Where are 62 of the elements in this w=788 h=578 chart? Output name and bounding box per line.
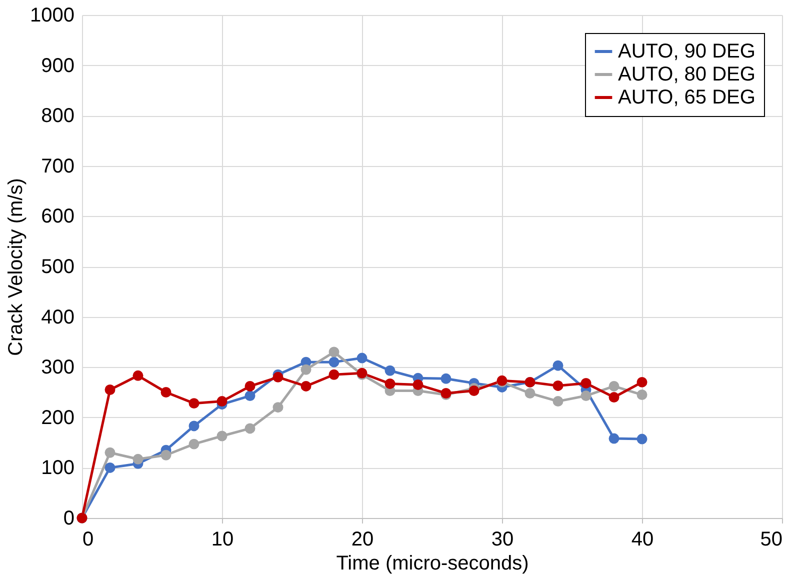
y-tick-label: 900 (41, 54, 74, 77)
legend-label: AUTO, 90 DEG (618, 40, 756, 62)
y-axis-title: Crack Velocity (m/s) (5, 178, 28, 356)
point (328, 369, 340, 380)
point (104, 447, 116, 458)
point (300, 380, 312, 392)
y-tick-label: 200 (41, 406, 74, 429)
point (244, 390, 256, 402)
point (384, 365, 396, 376)
y-tick-label: 400 (41, 306, 74, 328)
point (412, 379, 424, 390)
point (608, 433, 620, 444)
y-tick-label: 100 (41, 457, 74, 480)
x-tick-label: 30 (491, 528, 514, 550)
point (468, 386, 480, 396)
x-tick-label: 40 (631, 528, 654, 550)
point (552, 380, 564, 391)
legend-label: AUTO, 65 DEG (618, 86, 756, 108)
point (160, 387, 172, 398)
y-tick-label: 700 (41, 155, 74, 178)
point (580, 390, 592, 402)
point (188, 420, 200, 432)
y-tick-label: 500 (41, 256, 74, 278)
x-tick-label: 10 (211, 528, 234, 550)
point (636, 376, 648, 388)
point (608, 392, 620, 403)
y-tick-label: 0 (63, 508, 74, 530)
point (160, 450, 172, 460)
point (216, 430, 228, 442)
point (104, 462, 116, 473)
point (608, 380, 620, 392)
y-tick-label: 800 (41, 105, 74, 128)
y-tick-label: 600 (41, 206, 74, 228)
point (244, 380, 256, 392)
y-tick-label: 1000 (30, 4, 74, 26)
x-tick-label: 0 (82, 528, 94, 550)
point (272, 372, 284, 382)
point (300, 364, 312, 375)
point (104, 384, 116, 395)
y-tick-label: 300 (41, 356, 74, 379)
point (188, 438, 200, 450)
x-axis-title: Time (micro-seconds) (336, 552, 529, 574)
point (328, 356, 340, 368)
legend-label: AUTO, 80 DEG (618, 64, 756, 86)
point (244, 423, 256, 434)
point (636, 434, 648, 444)
point (216, 396, 228, 407)
point (580, 378, 592, 388)
point (272, 402, 284, 413)
point (384, 378, 396, 389)
point (132, 454, 144, 464)
point (188, 398, 200, 409)
x-tick-label: 20 (351, 528, 374, 550)
point (132, 370, 144, 381)
point (552, 396, 564, 407)
point (328, 346, 340, 358)
point (440, 373, 452, 384)
point (524, 388, 536, 398)
point (552, 360, 564, 371)
x-tick-label: 50 (760, 528, 782, 550)
point (356, 352, 368, 364)
point (636, 390, 648, 400)
